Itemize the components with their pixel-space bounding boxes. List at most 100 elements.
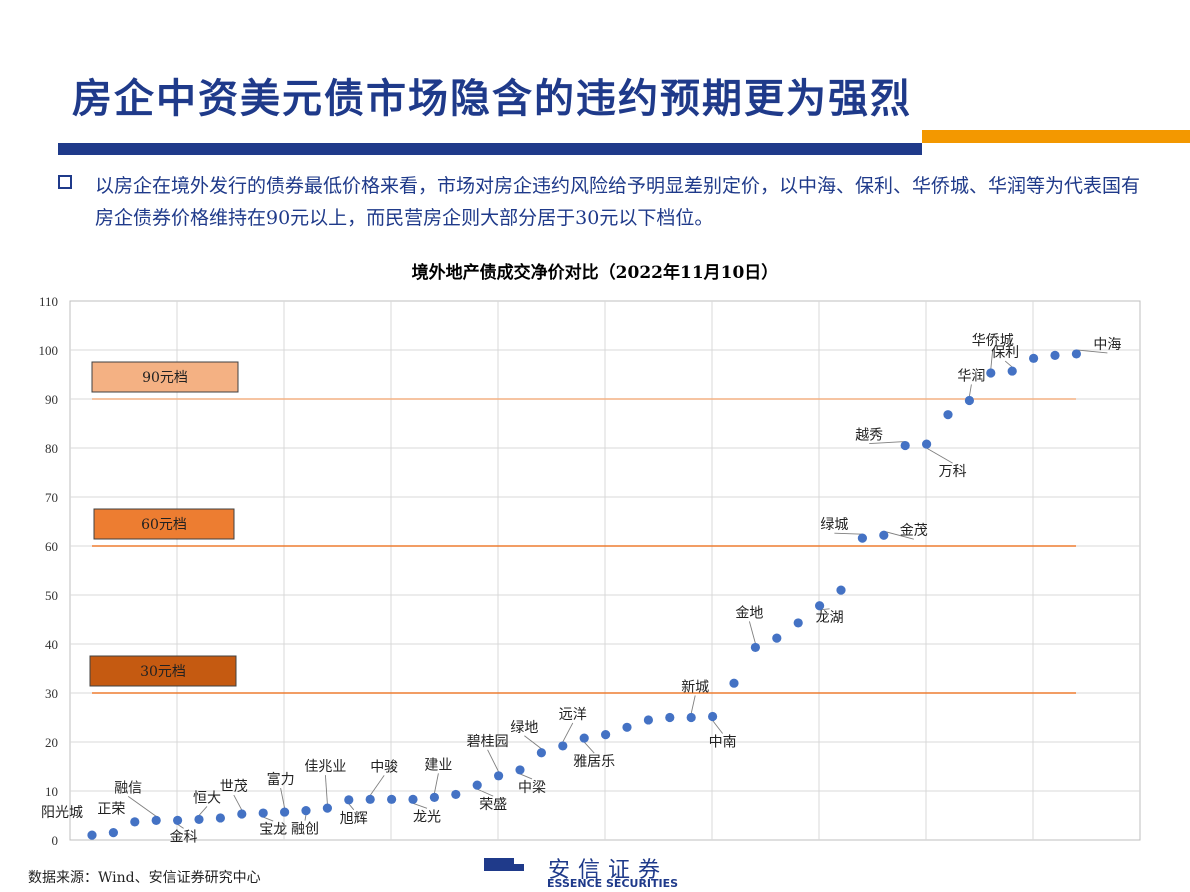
point-label: 金茂 (900, 522, 928, 539)
y-tick-label: 60 (45, 539, 58, 554)
point-label: 金科 (170, 829, 198, 845)
point-label: 华侨城 (972, 333, 1014, 349)
y-tick-label: 110 (39, 294, 58, 309)
data-point (986, 368, 996, 378)
label-leader-line (324, 775, 328, 805)
data-point (173, 815, 183, 826)
point-label: 新城 (681, 680, 709, 696)
label-leader-line (869, 441, 906, 444)
logo-text-en: ESSENCE SECURITIES (547, 877, 679, 890)
data-point (1029, 353, 1039, 363)
point-label: 绿城 (820, 517, 848, 533)
y-tick-label: 40 (45, 637, 58, 652)
point-label: 保利 (991, 345, 1019, 361)
point-label: 华润 (957, 368, 985, 384)
point-label: 绿地 (510, 720, 538, 736)
label-leader-line (127, 796, 157, 817)
point-label: 旭辉 (340, 811, 368, 827)
label-leader-line (968, 384, 972, 397)
data-point (108, 828, 118, 838)
point-label: 龙湖 (816, 610, 844, 626)
data-point (857, 533, 868, 543)
data-point (130, 817, 140, 827)
label-leader-line (304, 814, 307, 821)
data-point (815, 601, 825, 611)
data-point (494, 771, 504, 781)
label-leader-line (583, 741, 595, 754)
point-label: 万科 (939, 464, 967, 480)
data-point (515, 765, 525, 775)
label-leader-line (834, 532, 863, 535)
label-leader-line (1004, 360, 1013, 368)
label-leader-line (487, 749, 500, 773)
label-leader-line (524, 735, 542, 750)
point-label: 中骏 (370, 759, 398, 775)
label-leader-line (926, 447, 953, 464)
y-tick-label: 10 (45, 784, 58, 799)
company-logo: 安信证券 ESSENCE SECURITIES (484, 855, 694, 892)
data-point (322, 803, 332, 813)
label-leader-line (433, 773, 439, 794)
label-leader-line (690, 695, 696, 714)
point-label: 中南 (709, 735, 737, 751)
label-leader-line (712, 720, 723, 734)
data-point (301, 806, 311, 816)
point-label: 远洋 (559, 707, 587, 723)
label-leader-line (748, 621, 756, 644)
title-underline-orange (922, 130, 1190, 143)
label-leader-line (1076, 349, 1108, 354)
data-point (686, 712, 696, 723)
y-tick-label: 90 (45, 392, 58, 407)
point-label: 金地 (735, 605, 763, 621)
data-point (387, 794, 397, 804)
data-point (729, 678, 739, 688)
point-label: 碧桂园 (467, 734, 509, 750)
label-leader-line (177, 824, 184, 829)
data-point (601, 730, 611, 740)
source-note: 数据来源：Wind、安信证券研究中心 (28, 870, 261, 886)
page-title: 房企中资美元债市场隐含的违约预期更为强烈 (72, 76, 912, 122)
data-point (836, 585, 846, 595)
data-point (344, 795, 354, 805)
point-label: 宝龙 (259, 822, 287, 838)
y-tick-label: 20 (45, 735, 58, 750)
label-leader-line (990, 348, 994, 370)
chart-title: 境外地产债成交净价对比（2022年11月10日） (411, 263, 779, 283)
data-point (643, 715, 654, 725)
data-point (879, 530, 889, 540)
data-point (429, 792, 439, 802)
point-label: 雅居乐 (573, 754, 615, 770)
y-axis-ticks: 0 10 20 30 40 50 60 70 80 90 100 110 (39, 294, 59, 848)
y-tick-label: 100 (39, 343, 59, 358)
point-label: 中海 (1093, 337, 1121, 353)
bullet-text: 以房企在境外发行的债券最低价格来看，市场对房企违约风险给予明显差别定价，以中海、… (95, 175, 1141, 229)
y-tick-label: 50 (45, 588, 58, 603)
data-points (87, 349, 1081, 840)
label-leader-line (369, 775, 385, 796)
label-leaders (127, 348, 1108, 829)
point-label: 龙光 (413, 809, 441, 825)
label-leader-line (562, 722, 574, 743)
point-label: 越秀 (855, 428, 883, 444)
data-point (1071, 349, 1081, 359)
threshold-box-60 (93, 508, 235, 540)
data-point (258, 808, 268, 818)
label-leader-line (519, 773, 533, 780)
point-label: 富力 (267, 771, 295, 788)
point-label: 荣盛 (479, 797, 507, 813)
scatter-chart: 0 10 20 30 40 50 60 70 80 90 100 110 90元档 60元档 30元档 阳… (39, 294, 1141, 848)
data-point (215, 813, 225, 823)
point-label: 恒大 (193, 790, 221, 806)
data-point (1007, 366, 1017, 376)
threshold-box-30 (89, 655, 237, 687)
point-label: 阳光城 (41, 805, 83, 821)
label-leader-line (263, 816, 274, 822)
point-label: 佳兆业 (304, 759, 346, 775)
label-leader-line (412, 802, 428, 809)
data-point (194, 814, 204, 825)
bullet-square-icon (58, 175, 72, 189)
data-point (237, 809, 247, 819)
data-point (280, 807, 290, 817)
data-point (536, 748, 547, 758)
data-point (922, 439, 932, 449)
